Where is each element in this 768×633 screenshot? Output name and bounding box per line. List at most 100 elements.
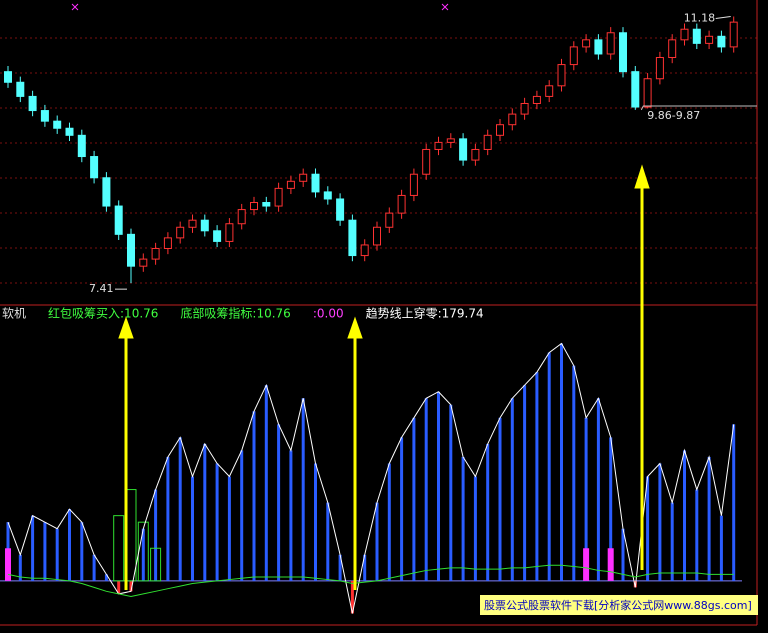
- annotation: 7.41: [89, 282, 114, 295]
- candle-body: [188, 219, 197, 228]
- annotation-arrow: [715, 15, 731, 19]
- candle-body: [434, 141, 443, 150]
- indicator-bar: [400, 437, 404, 581]
- indicator-bar: [314, 463, 317, 581]
- indicator-bar: [154, 489, 158, 581]
- candle-body: [643, 78, 652, 108]
- candle-body: [582, 39, 591, 48]
- candle-body: [483, 134, 492, 150]
- candle-body: [40, 110, 49, 122]
- grid: [0, 37, 757, 284]
- cross: [441, 3, 449, 11]
- indicator-bar: [277, 424, 281, 581]
- indicator-bar: [535, 372, 539, 581]
- indicator-bar: [596, 398, 600, 581]
- candle-body: [397, 194, 406, 214]
- candle-body: [459, 138, 468, 161]
- indicator-bar: [104, 574, 108, 581]
- indicator-bar: [449, 404, 453, 581]
- annotation: 9.86-9.87: [647, 109, 700, 122]
- candle-body: [274, 187, 283, 207]
- candle-body: [631, 71, 640, 108]
- indicator-label: 红包吸筹买入:10.76: [48, 306, 158, 321]
- indicator-label: 底部吸筹指标:10.76: [180, 306, 290, 321]
- indicator-bar: [486, 443, 490, 581]
- marker-bar: [607, 548, 614, 581]
- indicator-bar: [18, 554, 22, 581]
- markers: [71, 3, 449, 11]
- indicator-bar: [609, 437, 613, 581]
- indicator-label: :0.00: [313, 307, 344, 321]
- indicator-bar: [437, 391, 440, 581]
- arrow-head: [118, 316, 134, 339]
- marker-bar: [583, 548, 590, 581]
- indicator-bar: [523, 385, 527, 581]
- candle-body: [114, 205, 123, 235]
- indicator-bar: [31, 515, 35, 581]
- candle-body: [729, 21, 738, 48]
- candle-body: [102, 177, 111, 207]
- indicator-bar: [55, 528, 59, 581]
- candle-body: [557, 64, 566, 87]
- candle-body: [151, 247, 160, 260]
- indicator-bar: [129, 580, 133, 592]
- candle-body: [213, 230, 222, 242]
- annotation-box: [640, 105, 757, 111]
- indicator-bar: [375, 502, 379, 581]
- indicator-bar: [683, 450, 686, 581]
- indicator-bar: [240, 450, 244, 581]
- candle-body: [619, 32, 627, 73]
- indicator-bar: [326, 502, 330, 581]
- indicator-bar: [732, 424, 736, 581]
- candle-body: [692, 28, 701, 44]
- indicator-bar: [547, 352, 551, 581]
- candle-body: [311, 173, 320, 193]
- candle-body: [348, 219, 357, 257]
- candle-body: [127, 233, 135, 267]
- candle-body: [237, 209, 246, 225]
- candle-body: [496, 124, 504, 136]
- candle-body: [655, 57, 664, 80]
- indicator-bar: [498, 417, 502, 581]
- annotation: 11.18: [684, 11, 716, 24]
- indicator-bar: [141, 528, 145, 581]
- indicator-bar: [572, 365, 576, 581]
- candle-body: [323, 191, 332, 200]
- indicator-bar: [289, 450, 293, 581]
- candle-body: [286, 180, 295, 189]
- indicator-bar: [117, 580, 121, 594]
- indicator-bar: [658, 463, 662, 581]
- indicator-bar: [191, 476, 194, 581]
- indicator-bar: [412, 417, 416, 581]
- candle-body: [508, 113, 517, 126]
- candle-body: [200, 219, 209, 232]
- candle-body: [594, 39, 603, 55]
- indicator-line: [7, 342, 735, 614]
- candle-body: [471, 148, 480, 161]
- candle-body: [4, 71, 12, 83]
- candle-body: [422, 148, 431, 175]
- candle-body: [90, 156, 99, 179]
- candle-body: [65, 127, 74, 136]
- watermark: 股票公式股票软件下载[分析家公式网www.88gs.com]: [484, 598, 752, 612]
- candle-body: [250, 202, 258, 211]
- candle-body: [385, 212, 394, 228]
- indicator-bar: [350, 580, 354, 614]
- candle-body: [409, 173, 418, 196]
- indicator-bar: [178, 437, 182, 581]
- indicator-bar: [510, 398, 514, 581]
- candle-body: [668, 39, 677, 59]
- indicator-panel: 软机 红包吸筹买入:10.76 底部吸筹指标:10.76:0.00 趋势线上穿零:17…: [0, 306, 742, 614]
- indicator-bar: [203, 443, 207, 581]
- candle-body: [545, 85, 554, 97]
- candle-body: [360, 244, 369, 257]
- trend-line: [7, 564, 734, 598]
- candle-body: [446, 138, 455, 143]
- indicator-bar: [719, 515, 723, 581]
- indicator-bar: [387, 463, 391, 581]
- indicator-bar: [560, 343, 563, 581]
- indicator-bar: [215, 463, 219, 581]
- candle-body: [262, 202, 271, 207]
